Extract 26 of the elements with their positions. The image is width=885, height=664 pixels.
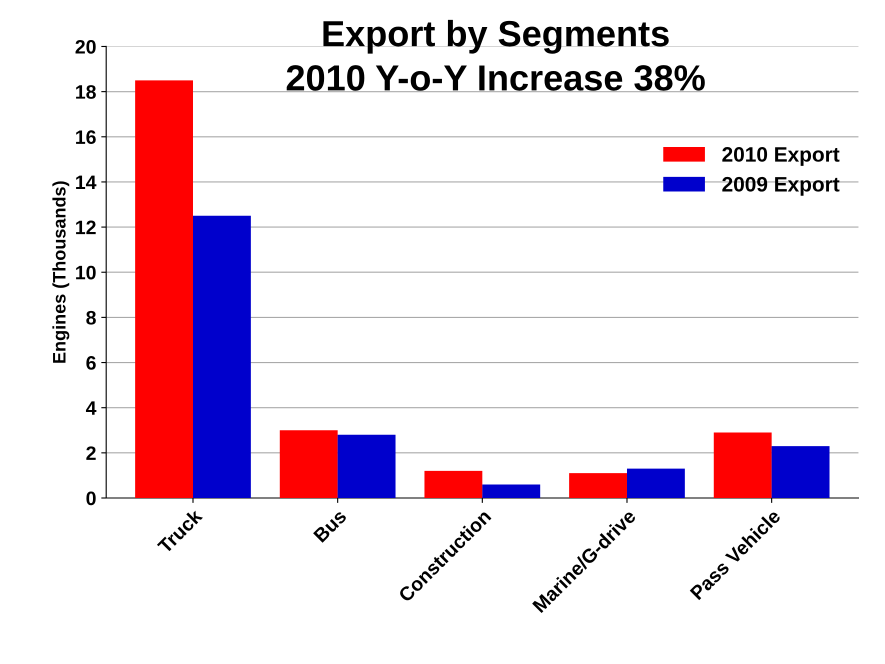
y-axis-title: Engines (Thousands) xyxy=(52,181,70,363)
bar xyxy=(280,430,338,498)
legend-label: 2010 Export xyxy=(722,147,840,166)
y-tick-label: 8 xyxy=(86,310,96,325)
bar xyxy=(338,434,396,498)
y-tick-label: 10 xyxy=(76,266,96,280)
y-tick-label: 2 xyxy=(86,446,96,460)
y-tick-label: 6 xyxy=(86,356,96,370)
y-tick-label: 16 xyxy=(76,130,96,144)
y-tick-label: 12 xyxy=(76,220,96,234)
y-tick-label: 4 xyxy=(86,401,96,415)
bar xyxy=(193,216,251,498)
chart-title: Export by Segments 2010 Y-o-Y Increase 38% xyxy=(286,20,705,91)
y-tick-label: 20 xyxy=(76,40,96,54)
bar xyxy=(626,468,685,498)
y-tick-label: 0 xyxy=(86,491,96,506)
legend-label: 2009 Export xyxy=(722,176,840,196)
bar xyxy=(135,80,193,498)
bar xyxy=(482,484,540,498)
bar xyxy=(772,446,830,498)
bar xyxy=(569,473,627,498)
bar xyxy=(714,432,772,498)
x-tick-label: Bus xyxy=(313,508,348,543)
y-tick-label: 18 xyxy=(76,85,96,99)
y-tick-label: 14 xyxy=(76,176,96,189)
bar xyxy=(424,470,482,498)
